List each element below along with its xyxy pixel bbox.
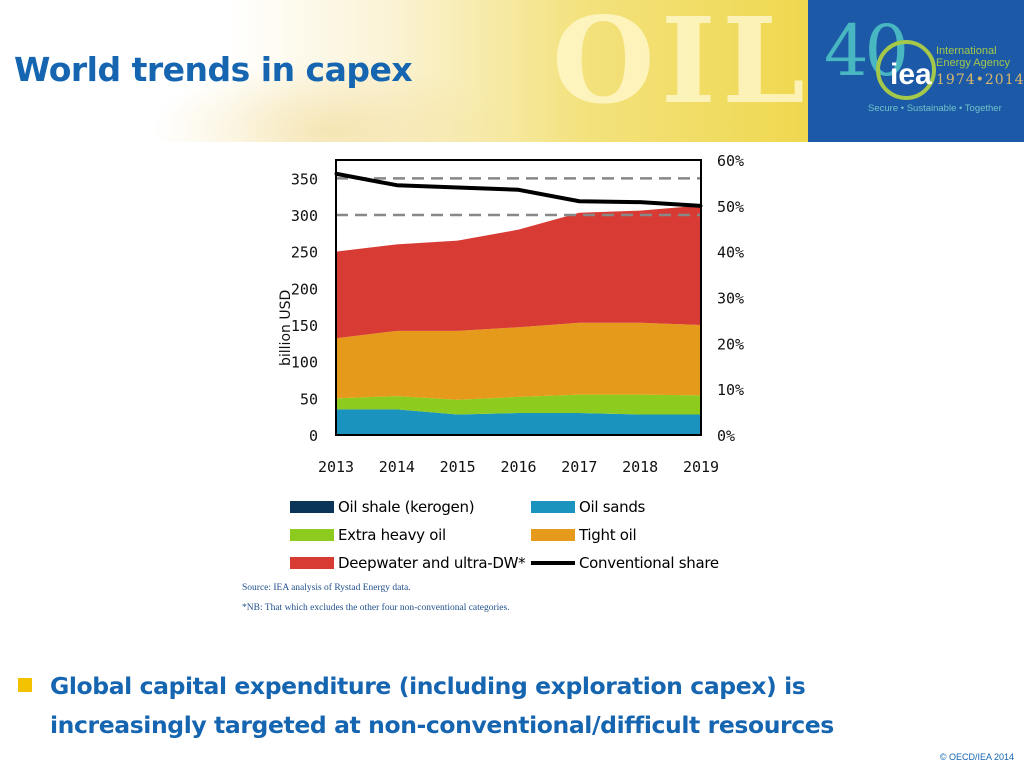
x-axis-ticks: 2013 2014 2015 2016 2017 2018 2019 [318, 458, 719, 476]
y-axis-ticks: 0 50 100 150 200 250 300 350 [291, 170, 318, 445]
logo-name-line2: Energy Agency [936, 57, 1010, 69]
legend-label-deepwater: Deepwater and ultra-DW* [338, 554, 526, 572]
legend-item-oil-sands: Oil sands [531, 494, 645, 520]
chart-footnote: *NB: That which excludes the other four … [242, 603, 510, 613]
conventional-share-point [638, 200, 642, 204]
conventional-share-point [577, 199, 581, 203]
y-tick-label: 100 [291, 354, 318, 372]
y2-tick-label: 40% [717, 244, 744, 262]
y2-tick-label: 0% [717, 427, 735, 445]
y-tick-label: 0 [309, 427, 318, 445]
legend-item-oil-shale: Oil shale (kerogen) [290, 494, 475, 520]
stacked-areas [336, 205, 701, 435]
legend-swatch-deepwater [290, 557, 334, 569]
legend-label-oil-sands: Oil sands [579, 498, 646, 516]
y-tick-label: 350 [291, 170, 318, 188]
x-tick-label: 2018 [622, 458, 658, 476]
logo-anniversary-number: 40 [824, 10, 909, 92]
page-title: World trends in capex [14, 50, 413, 89]
copyright: © OECD/IEA 2014 [939, 752, 1014, 762]
legend-label-tight-oil: Tight oil [579, 526, 637, 544]
x-tick-label: 2016 [500, 458, 536, 476]
legend-label-conventional-share: Conventional share [579, 554, 719, 572]
legend-swatch-oil-sands [531, 501, 575, 513]
area-series-3 [336, 322, 701, 400]
y-axis-label: billion USD [278, 290, 294, 366]
iea-logo: 40 iea International Energy Agency 1974•… [808, 0, 1024, 142]
y-tick-label: 50 [300, 390, 318, 408]
logo-years: 1974•2014 [936, 72, 1024, 88]
y2-tick-label: 60% [717, 152, 744, 170]
reference-lines [336, 177, 701, 217]
y2-tick-label: 20% [717, 335, 744, 353]
y2-tick-label: 50% [717, 198, 744, 216]
y-tick-label: 250 [291, 244, 318, 262]
logo-name-line1: International [936, 45, 997, 57]
x-tick-label: 2017 [561, 458, 597, 476]
header-banner: OIL [0, 0, 808, 142]
legend-item-deepwater: Deepwater and ultra-DW* [290, 550, 526, 576]
x-tick-label: 2015 [440, 458, 476, 476]
logo-acronym: iea [890, 58, 932, 91]
legend-swatch-oil-shale [290, 501, 334, 513]
chart-legend: Oil shale (kerogen) Oil sands Extra heav… [290, 494, 730, 578]
legend-swatch-tight-oil [531, 529, 575, 541]
conventional-share-point [395, 183, 399, 187]
legend-label-oil-shale: Oil shale (kerogen) [338, 498, 475, 516]
conventional-share-point [517, 188, 520, 192]
x-tick-label: 2013 [318, 458, 354, 476]
key-message: Global capital expenditure (including ex… [50, 672, 834, 739]
y-tick-label: 150 [291, 317, 318, 335]
area-series-2 [336, 394, 701, 415]
legend-item-conventional-share: Conventional share [531, 550, 719, 576]
area-series-4 [336, 205, 701, 339]
logo-tagline: Secure • Sustainable • Together [868, 103, 1002, 114]
banner-oil-word: OIL [552, 0, 808, 130]
legend-line-conventional-share [531, 561, 575, 565]
chart-source: Source: IEA analysis of Rystad Energy da… [242, 583, 411, 593]
legend-item-extra-heavy: Extra heavy oil [290, 522, 446, 548]
area-series-1 [336, 409, 701, 435]
legend-item-tight-oil: Tight oil [531, 522, 637, 548]
y2-axis-ticks: 0% 10% 20% 30% 40% 50% 60% [717, 152, 744, 445]
conventional-share-point [456, 186, 460, 189]
plot-frame [335, 159, 702, 436]
y-tick-label: 200 [291, 280, 318, 298]
y2-tick-label: 10% [717, 381, 744, 399]
capex-chart: 0 50 100 150 200 250 300 350 0% 10% 20% 30% 40% 50% 6… [278, 152, 744, 476]
x-tick-label: 2019 [683, 458, 719, 476]
conventional-share-series [334, 171, 703, 208]
bullet-marker [18, 678, 32, 692]
legend-swatch-extra-heavy [290, 529, 334, 541]
logo-ring-icon [876, 40, 936, 100]
y-tick-label: 300 [291, 207, 318, 225]
legend-label-extra-heavy: Extra heavy oil [338, 526, 446, 544]
y2-tick-label: 30% [717, 290, 744, 308]
x-tick-label: 2014 [379, 458, 415, 476]
